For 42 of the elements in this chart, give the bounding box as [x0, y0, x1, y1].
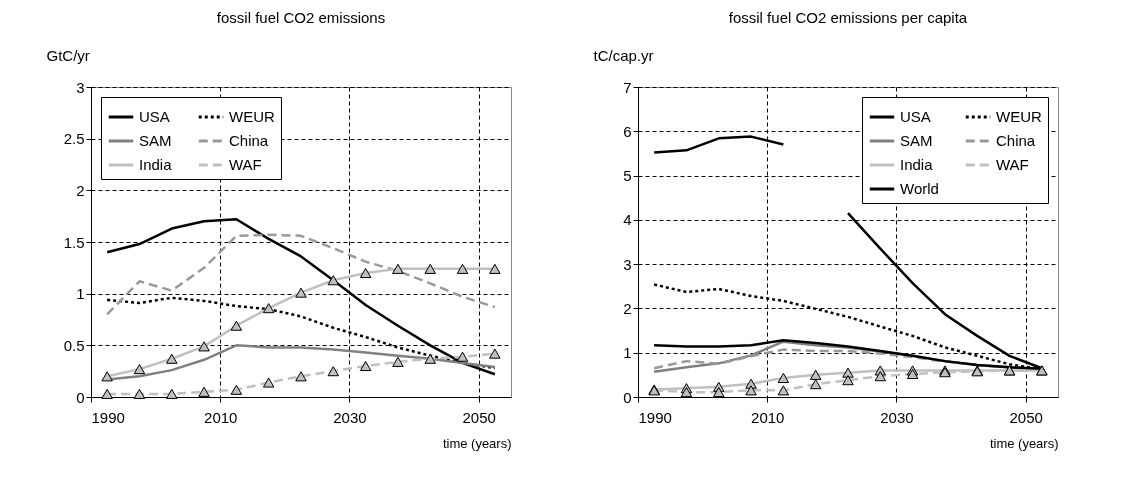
x-tick-label: 2010: [204, 408, 238, 426]
y-tick-label: 0: [76, 388, 85, 406]
legend-label: USA: [139, 108, 170, 125]
y-tick-label: 1.5: [63, 233, 85, 251]
y-tick-label: 4: [623, 211, 632, 229]
y-axis-title: GtC/yr: [46, 46, 90, 64]
x-tick-label: 2030: [333, 408, 367, 426]
y-tick-label: 2: [623, 299, 632, 317]
y-tick-label: 3: [76, 78, 85, 96]
legend-label: India: [139, 156, 173, 173]
x-tick-label: 2030: [880, 408, 914, 426]
legend-label: World: [900, 180, 939, 197]
legend-label: India: [900, 156, 934, 173]
y-tick-label: 7: [623, 78, 632, 96]
y-tick-label: 2: [76, 181, 85, 199]
y-tick-label: 6: [623, 122, 632, 140]
x-axis-title: time (years): [989, 435, 1059, 451]
y-tick-label: 5: [623, 167, 632, 185]
x-tick-label: 1990: [638, 408, 672, 426]
y-axis-title: tC/cap.yr: [593, 46, 654, 64]
legend-label: SAM: [139, 132, 172, 149]
y-tick-label: 3: [623, 255, 632, 273]
x-tick-label: 2050: [1009, 408, 1043, 426]
legend-label: China: [996, 132, 1036, 149]
chart-title: fossil fuel CO2 emissions per capita: [728, 9, 968, 26]
legend-label: WAF: [229, 156, 262, 173]
chart-title: fossil fuel CO2 emissions: [216, 9, 386, 26]
legend-label: WEUR: [229, 108, 275, 125]
x-axis-title: time (years): [442, 435, 512, 451]
legend-label: China: [229, 132, 269, 149]
x-tick-label: 2050: [462, 408, 496, 426]
x-tick-label: 1990: [91, 408, 125, 426]
y-tick-label: 0: [623, 388, 632, 406]
y-tick-label: 1: [76, 285, 85, 303]
y-tick-label: 1: [623, 344, 632, 362]
legend-label: WEUR: [996, 108, 1042, 125]
y-tick-label: 2.5: [63, 130, 85, 148]
y-tick-label: 0.5: [63, 336, 85, 354]
legend-label: USA: [900, 108, 931, 125]
legend-label: SAM: [900, 132, 933, 149]
x-tick-label: 2010: [751, 408, 785, 426]
legend-label: WAF: [996, 156, 1029, 173]
